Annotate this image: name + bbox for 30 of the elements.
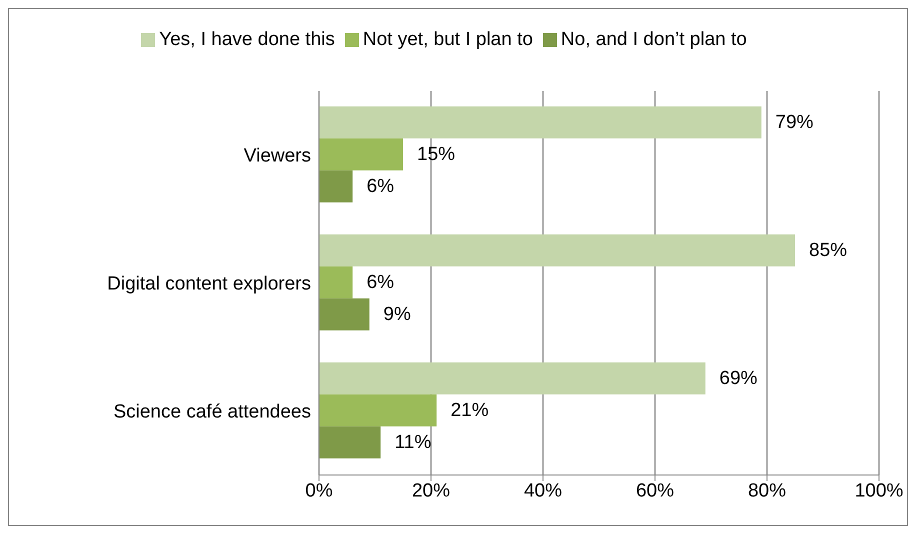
x-tick-label: 80% (748, 480, 786, 502)
y-tick-label: Digital content explorers (107, 274, 311, 295)
x-tick-label: 20% (412, 480, 450, 502)
data-label: 9% (383, 304, 411, 325)
legend-label: Not yet, but I plan to (362, 29, 533, 50)
y-tick-label: Viewers (244, 146, 311, 167)
x-tick-label: 100% (854, 480, 904, 502)
bar (319, 106, 762, 138)
data-label: 21% (450, 400, 489, 421)
legend-label: Yes, I have done this (159, 29, 335, 50)
data-label: 15% (417, 144, 456, 165)
bar (319, 234, 795, 266)
bar (319, 426, 381, 458)
x-tick-label: 40% (524, 480, 562, 502)
x-tick-label: 60% (636, 480, 674, 502)
bar (319, 362, 706, 394)
x-tick-label: 0% (305, 480, 333, 502)
bar (319, 266, 353, 298)
data-label: 6% (366, 272, 394, 293)
legend-label: No, and I don’t plan to (560, 29, 747, 50)
bar (319, 394, 437, 426)
data-label: 79% (775, 112, 814, 133)
bar (319, 138, 403, 170)
bar (319, 298, 370, 330)
data-label: 85% (809, 240, 848, 261)
y-tick-label: Science café attendees (113, 402, 311, 423)
bar (319, 170, 353, 202)
data-label: 6% (366, 176, 394, 197)
data-label: 69% (719, 368, 758, 389)
data-label: 11% (394, 432, 432, 453)
